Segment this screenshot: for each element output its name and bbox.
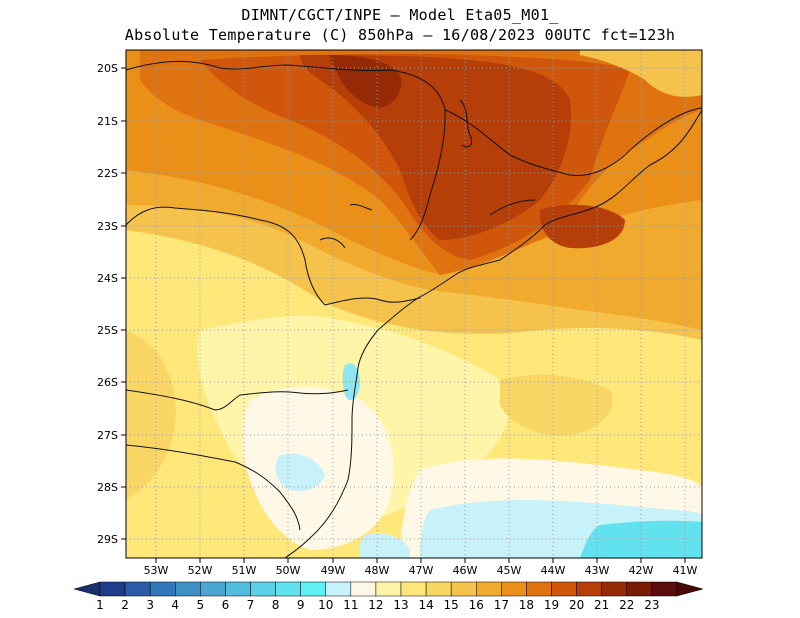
colorbar-swatch (651, 581, 678, 597)
colorbar-swatch (601, 581, 628, 597)
axis-ticks (121, 67, 686, 563)
lon-label: 47W (409, 564, 434, 577)
colorbar-label: 19 (544, 598, 559, 612)
colorbar-swatch (626, 581, 653, 597)
colorbar: 1 2 3 4 5 6 7 8 9 10 11 12 13 14 15 16 17 18 19 20 21 22 23 (73, 581, 704, 612)
colorbar-label: 16 (469, 598, 484, 612)
colorbar-label: 11 (343, 598, 358, 612)
lon-label: 41W (673, 564, 698, 577)
colorbar-label: 1 (96, 598, 104, 612)
colorbar-label: 23 (644, 598, 659, 612)
state-border-mg-sp (126, 61, 446, 241)
coastline-and-borders (126, 61, 702, 558)
colorbar-label: 3 (146, 598, 154, 612)
colorbar-high-arrow (676, 581, 704, 597)
lon-label: 49W (321, 564, 346, 577)
colorbar-label: 2 (121, 598, 129, 612)
colorbar-label: 21 (594, 598, 609, 612)
colorbar-swatch (375, 581, 402, 597)
lon-label: 44W (541, 564, 566, 577)
latitude-labels: 20S 21S 22S 23S 24S 25S 26S 27S 28S 29S (97, 62, 118, 546)
lon-label: 52W (188, 564, 213, 577)
state-border-sc-rs (126, 444, 301, 531)
lon-label: 53W (144, 564, 169, 577)
lat-label: 28S (97, 481, 118, 494)
state-border-rj-sp (489, 199, 536, 216)
lon-label: 51W (232, 564, 257, 577)
colorbar-swatch (99, 581, 126, 597)
colorbar-swatch (300, 581, 326, 597)
map-gridlines (126, 50, 702, 558)
colorbar-label: 20 (569, 598, 584, 612)
colorbar-swatch (476, 581, 502, 597)
colorbar-swatch (400, 581, 427, 597)
colorbar-label: 14 (418, 598, 433, 612)
colorbar-label: 5 (197, 598, 205, 612)
colorbar-swatch (551, 581, 577, 597)
colorbar-swatch (350, 581, 377, 597)
lat-label: 29S (97, 533, 118, 546)
colorbar-label: 12 (368, 598, 383, 612)
colorbar-label: 22 (619, 598, 634, 612)
colorbar-label: 10 (318, 598, 333, 612)
colorbar-label: 6 (222, 598, 230, 612)
lon-label: 46W (453, 564, 478, 577)
state-border-pr-sc (126, 389, 349, 411)
lat-label: 23S (97, 220, 118, 233)
colorbar-label: 7 (247, 598, 255, 612)
colorbar-swatch (576, 581, 602, 597)
lat-label: 22S (97, 167, 118, 180)
map-frame (125, 49, 703, 559)
lon-label: 50W (276, 564, 301, 577)
map-title-line-2: Absolute Temperature (C) 850hPa — 16/08/… (124, 26, 676, 44)
colorbar-swatch (225, 581, 251, 597)
lon-label: 48W (365, 564, 390, 577)
colorbar-swatch (250, 581, 276, 597)
state-border-mg-rj (444, 107, 702, 177)
colorbar-low-arrow (73, 581, 101, 597)
colorbar-swatch (450, 581, 477, 597)
lat-label: 27S (97, 429, 118, 442)
lat-label: 21S (97, 115, 118, 128)
colorbar-swatch (501, 581, 527, 597)
colorbar-swatch (149, 581, 176, 597)
lat-label: 25S (97, 324, 118, 337)
lon-label: 43W (585, 564, 610, 577)
state-border-sp-pr (126, 206, 421, 306)
lon-label: 45W (497, 564, 522, 577)
longitude-labels: 53W 52W 51W 50W 49W 48W 47W 46W 45W 44W … (144, 564, 698, 577)
temperature-field (126, 50, 702, 558)
lat-label: 20S (97, 62, 118, 75)
colorbar-label: 8 (272, 598, 280, 612)
lat-label: 26S (97, 376, 118, 389)
map-title-line-1: DIMNT/CGCT/INPE — Model Eta05_M01_ (241, 6, 559, 24)
lake-outline-2 (319, 237, 346, 249)
colorbar-swatch (124, 581, 151, 597)
colorbar-label: 4 (171, 598, 179, 612)
lat-label: 24S (97, 272, 118, 285)
colorbar-label: 13 (393, 598, 408, 612)
colorbar-label: 15 (444, 598, 459, 612)
lake-outline-3 (349, 204, 373, 211)
lake-outline-1 (459, 99, 473, 148)
colorbar-swatch (325, 581, 352, 597)
colorbar-swatch (200, 581, 226, 597)
colorbar-swatch (275, 581, 301, 597)
colorbar-swatch (526, 581, 552, 597)
colorbar-label: 18 (519, 598, 534, 612)
colorbar-label: 17 (494, 598, 509, 612)
colorbar-swatch (175, 581, 201, 597)
colorbar-label: 9 (297, 598, 305, 612)
colorbar-swatch (425, 581, 452, 597)
lon-label: 42W (629, 564, 654, 577)
